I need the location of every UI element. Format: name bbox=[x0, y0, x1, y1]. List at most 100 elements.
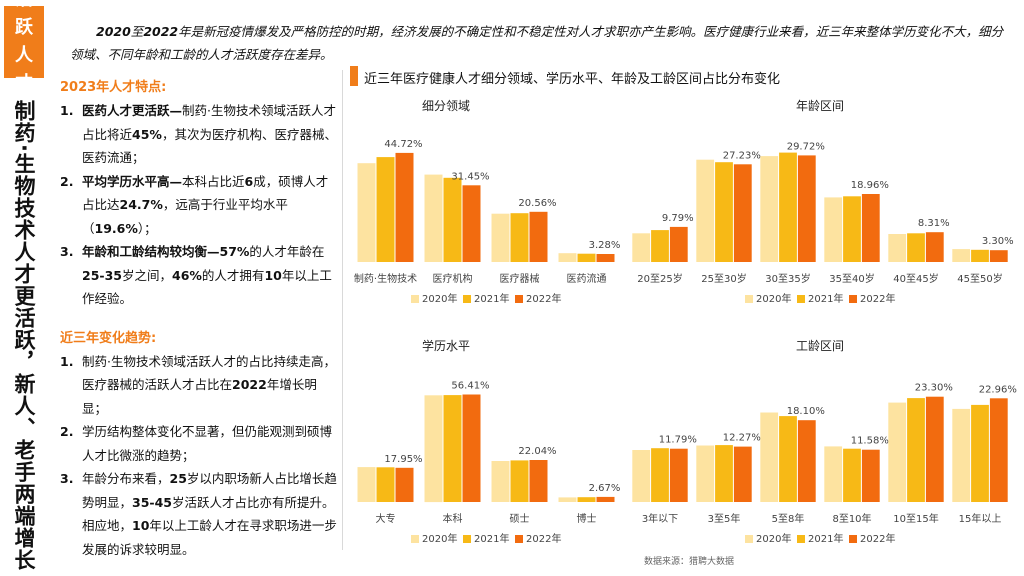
chart4-bar bbox=[733, 446, 752, 502]
chart4-bar bbox=[651, 448, 669, 502]
chart3-tick-label: 本科 bbox=[443, 512, 463, 525]
feature-item-text: 45% bbox=[132, 126, 162, 142]
chart3-data-label: 2.67% bbox=[589, 483, 621, 494]
chart3-legend-swatch bbox=[463, 535, 471, 543]
chart3-bar bbox=[376, 467, 395, 502]
chart4-bar bbox=[952, 408, 971, 502]
chart1-data-label: 3.28% bbox=[589, 240, 621, 251]
chart1-title: 细分领域 bbox=[422, 99, 470, 113]
feature-item-text: 平均学历水平高— bbox=[82, 173, 183, 189]
feature-item-text: ，远高于行业平均水平（ bbox=[82, 197, 288, 236]
chart1-tick-label: 医疗机构 bbox=[433, 272, 473, 285]
chart4-tick-label: 8至10年 bbox=[832, 512, 871, 525]
chart4-data-label: 18.10% bbox=[787, 406, 825, 417]
chart4-legend-swatch bbox=[797, 535, 805, 543]
chart1-bar bbox=[510, 213, 529, 262]
chart4-tick-label: 3至5年 bbox=[708, 512, 741, 525]
chart2-legend-swatch bbox=[745, 295, 753, 303]
chart3-bar bbox=[443, 395, 462, 502]
chart3-bar bbox=[596, 496, 615, 502]
features-title: 2023年人才特点: bbox=[60, 80, 167, 95]
chart4-tick-label: 15年以上 bbox=[959, 512, 1002, 525]
chart2-data-label: 18.96% bbox=[851, 180, 889, 191]
trend-item-2: 2. 学历结构整体变化不显著，但仍能观测到硕博人才比微涨的趋势； bbox=[60, 420, 338, 467]
chart3-tick-label: 博士 bbox=[577, 512, 597, 525]
chart1-bar bbox=[529, 211, 548, 262]
chart2-bar bbox=[669, 226, 688, 262]
chart2-bar bbox=[861, 194, 880, 262]
trend-item-text: 岁活跃人才占比亦有所提升。相应地， bbox=[82, 494, 335, 534]
chart3-title: 学历水平 bbox=[422, 338, 470, 353]
chart2-legend-label: 2021年 bbox=[808, 292, 843, 305]
chart4-bar bbox=[715, 445, 733, 502]
chart3-legend-label: 2020年 bbox=[422, 532, 457, 545]
chart4-bar bbox=[843, 448, 861, 502]
feature-item-text: 岁之间， bbox=[121, 267, 172, 283]
chart4-bar bbox=[760, 412, 779, 502]
feature-item-text: 25-35 bbox=[82, 267, 122, 283]
trend-item-text: 25 bbox=[169, 471, 187, 486]
chart1-legend-label: 2022年 bbox=[526, 292, 561, 305]
trend-item-text: 年以上工龄人才在寻求职场进一步发展的诉求较明显。 bbox=[82, 518, 337, 557]
chart2-bar bbox=[760, 156, 779, 262]
feature-item-text: 19.6% bbox=[94, 220, 138, 236]
chart2-legend-label: 2020年 bbox=[756, 292, 791, 305]
chart1-tick-label: 医疗器械 bbox=[500, 272, 540, 285]
chart2-legend-swatch bbox=[797, 295, 805, 303]
chart2-tick-label: 20至25岁 bbox=[637, 272, 682, 285]
chart1-bar bbox=[424, 174, 443, 262]
chart2-bar bbox=[907, 233, 925, 262]
chart1-bar bbox=[577, 253, 596, 262]
trend-item-3: 3. 年龄分布来看，25岁以内职场新人占比增长趋势明显，35-45岁活跃人才占比亦… bbox=[60, 467, 338, 561]
feature-item-text: 年以上工作经验。 bbox=[82, 267, 332, 307]
chart3-bar bbox=[558, 497, 577, 502]
trend-item-text: 岁以内职场新人占比增长趋势明显， bbox=[82, 471, 337, 510]
chart1-legend-swatch bbox=[411, 295, 419, 303]
chart2-tick-label: 40至45岁 bbox=[893, 272, 938, 285]
data-source: 数据来源：猎聘大数据 bbox=[644, 557, 735, 567]
chart4-bar bbox=[989, 398, 1008, 502]
chart4-bar bbox=[888, 402, 907, 502]
chart1-data-label: 20.56% bbox=[518, 198, 556, 209]
intro-year-start: 2020 bbox=[96, 24, 131, 39]
chart3-bar bbox=[357, 467, 376, 502]
trend-item-text: 年龄分布来看， bbox=[82, 471, 170, 486]
chart1-bar bbox=[395, 152, 414, 262]
chart4-bar bbox=[861, 449, 880, 502]
charts-title: 近三年医疗健康人才细分领域、学历水平、年龄及工龄区间占比分布变化 bbox=[364, 72, 781, 87]
chart2-bar bbox=[888, 234, 907, 262]
feature-item-text: 本科占比近 bbox=[182, 173, 245, 189]
chart2-bar bbox=[733, 164, 752, 262]
summary-column: 2023年人才特点: 1. 医药人才更活跃—制药·生物技术领域活跃人才占比将近45… bbox=[60, 76, 338, 561]
feature-item-text: 的人才拥有 bbox=[201, 267, 265, 283]
chart2-data-label: 29.72% bbox=[787, 141, 825, 152]
feature-item-number: 2. bbox=[60, 173, 74, 189]
chart2-bar bbox=[632, 233, 651, 262]
chart2-data-label: 3.30% bbox=[982, 236, 1014, 247]
chart3-bar bbox=[424, 395, 443, 503]
chart4-bar bbox=[971, 404, 989, 502]
chart1-bar bbox=[376, 157, 395, 262]
left-sidebar: 活跃人才 制药·生物技术人才更活跃，新人、老手两端增长 bbox=[0, 0, 48, 576]
chart1-bar bbox=[596, 254, 615, 262]
chart4-bar bbox=[925, 396, 944, 502]
chart1-data-label: 44.72% bbox=[384, 139, 422, 150]
trend-item-text: 制药·生物技术领域活跃人才的占比持续走高，医疗器械的活跃人才占比在 bbox=[82, 353, 336, 393]
intro-year-end: 2022 bbox=[143, 24, 179, 39]
chart4-legend-swatch bbox=[745, 535, 753, 543]
chart1-bar bbox=[558, 253, 577, 262]
chart4-legend-swatch bbox=[849, 535, 857, 543]
trend-item-text: 2022 bbox=[232, 377, 267, 392]
chart3-bar bbox=[491, 461, 510, 502]
chart4-legend-label: 2022年 bbox=[860, 532, 895, 545]
trend-item-text: 10 bbox=[132, 518, 150, 533]
chart3-tick-label: 大专 bbox=[376, 512, 396, 525]
intro-connector: 至 bbox=[130, 24, 144, 39]
trends-title: 近三年变化趋势: bbox=[60, 330, 157, 346]
chart1-bar bbox=[462, 185, 481, 262]
trend-item-number: 1. bbox=[60, 353, 74, 369]
chart4-tick-label: 3年以下 bbox=[642, 512, 678, 525]
chart2-tick-label: 25至30岁 bbox=[701, 272, 746, 285]
chart2-bar bbox=[925, 232, 944, 262]
chart1-legend-label: 2020年 bbox=[422, 292, 457, 305]
